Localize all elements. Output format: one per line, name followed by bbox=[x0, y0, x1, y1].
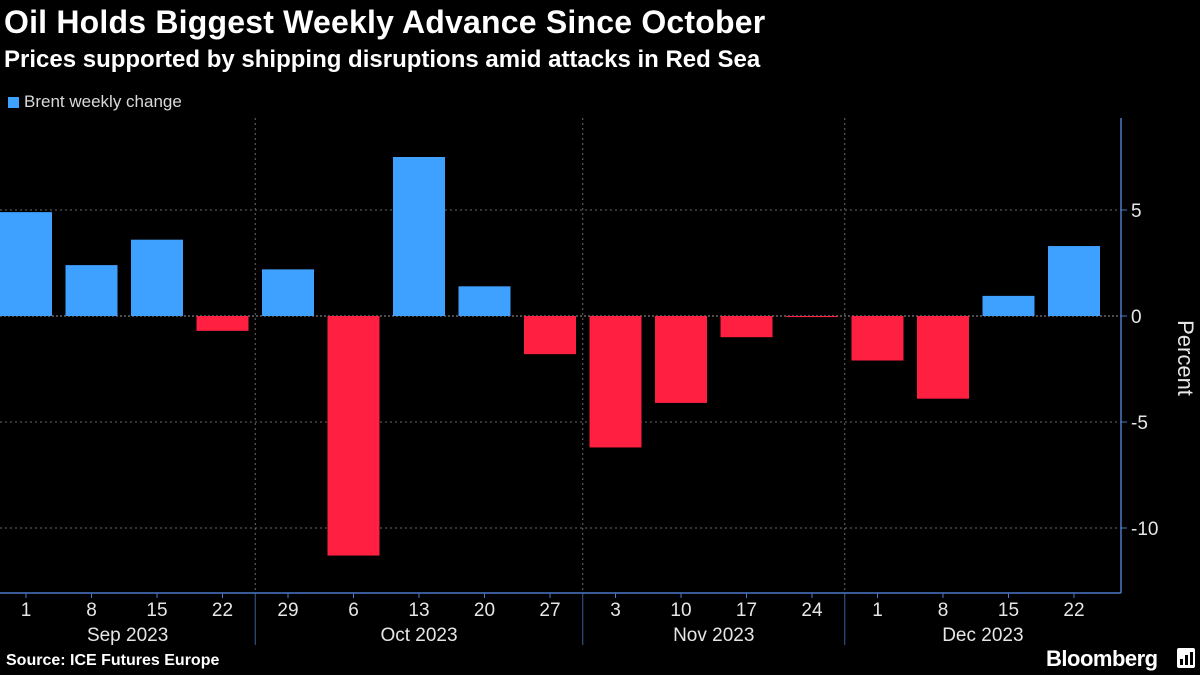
month-label: Nov 2023 bbox=[673, 625, 754, 646]
x-tick-label: 3 bbox=[610, 600, 621, 621]
y-tick-label: 0 bbox=[1131, 307, 1142, 328]
y-tick-label: -5 bbox=[1131, 413, 1148, 434]
legend-swatch bbox=[8, 96, 19, 108]
bar bbox=[589, 316, 642, 448]
chart-subtitle: Prices supported by shipping disruptions… bbox=[4, 46, 761, 73]
bar bbox=[131, 239, 183, 316]
x-tick-label: 29 bbox=[277, 600, 298, 621]
source-note: Source: ICE Futures Europe bbox=[6, 652, 220, 669]
bar bbox=[458, 286, 511, 316]
x-tick-label: 15 bbox=[998, 600, 1019, 621]
bar bbox=[786, 316, 838, 318]
bar bbox=[1048, 246, 1100, 316]
legend-label: Brent weekly change bbox=[24, 92, 182, 111]
x-tick-label: 1 bbox=[872, 600, 883, 621]
x-tick-label: 24 bbox=[801, 600, 823, 621]
month-label: Dec 2023 bbox=[942, 625, 1023, 646]
bars bbox=[0, 157, 1100, 556]
bar bbox=[917, 316, 969, 399]
bloomberg-chart-icon bbox=[1177, 648, 1195, 668]
y-tick-label: 5 bbox=[1131, 201, 1142, 222]
bar bbox=[982, 295, 1035, 316]
bar bbox=[851, 316, 904, 361]
month-label: Oct 2023 bbox=[380, 625, 457, 646]
x-tick-label: 17 bbox=[736, 600, 757, 621]
x-tick-label: 6 bbox=[348, 600, 359, 621]
bar bbox=[262, 269, 314, 316]
y-axis-title: Percent bbox=[1173, 320, 1198, 396]
x-tick-label: 8 bbox=[938, 600, 949, 621]
x-tick-label: 8 bbox=[86, 600, 97, 621]
x-tick-label: 22 bbox=[212, 600, 233, 621]
axes: 5 0 -5 -10 1 8 15 22 29 6 13 20 27 3 10 17 24 1 8 15 22 Sep 2… bbox=[0, 118, 1198, 646]
bar bbox=[720, 316, 773, 338]
bar bbox=[655, 316, 707, 403]
x-tick-label: 20 bbox=[474, 600, 495, 621]
x-tick-label: 1 bbox=[21, 600, 32, 621]
x-tick-label: 22 bbox=[1063, 600, 1084, 621]
x-tick-label: 13 bbox=[408, 600, 429, 621]
chart-title: Oil Holds Biggest Weekly Advance Since O… bbox=[4, 4, 766, 40]
x-tick-label: 27 bbox=[539, 600, 560, 621]
month-label: Sep 2023 bbox=[87, 625, 168, 646]
bar bbox=[0, 212, 52, 316]
bar bbox=[393, 157, 445, 316]
bar bbox=[65, 265, 118, 316]
chart-legend: Brent weekly change bbox=[8, 92, 182, 112]
x-tick-label: 10 bbox=[670, 600, 691, 621]
x-tick-label: 15 bbox=[146, 600, 167, 621]
y-tick-label: -10 bbox=[1131, 519, 1158, 540]
bloomberg-logo: Bloomberg bbox=[1046, 646, 1158, 671]
bar bbox=[524, 316, 576, 355]
bar bbox=[196, 316, 249, 331]
bar bbox=[327, 316, 380, 556]
